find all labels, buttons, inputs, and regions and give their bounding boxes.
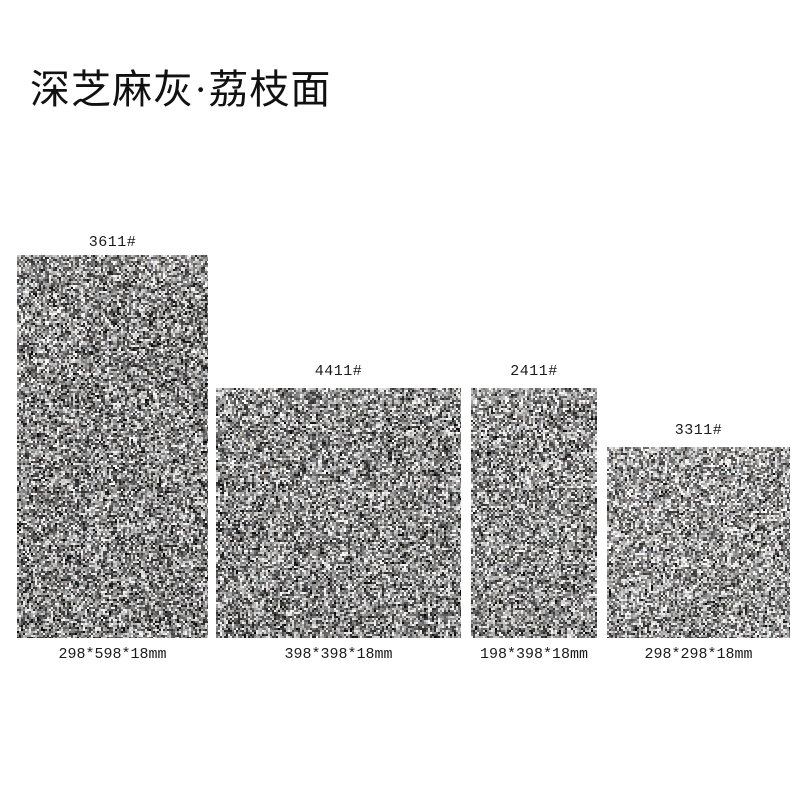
tile-sample[interactable]: 2411# 198*398*18mm xyxy=(471,363,597,666)
page-title: 深芝麻灰·荔枝面 xyxy=(30,67,332,112)
tile-texture-swatch[interactable] xyxy=(17,255,208,638)
tile-sample[interactable]: 3611# 298*598*18mm xyxy=(17,234,208,666)
tile-sample[interactable]: 4411# 398*398*18mm xyxy=(216,363,461,666)
tile-code-label: 2411# xyxy=(510,363,558,380)
tile-code-label: 4411# xyxy=(314,363,363,380)
tile-sample[interactable]: 3311# 298*298*18mm xyxy=(607,422,790,666)
tile-code-label: 3611# xyxy=(88,234,137,251)
tile-texture-swatch[interactable] xyxy=(607,447,790,638)
tile-size-label: 198*398*18mm xyxy=(479,646,589,663)
tile-size-label: 398*398*18mm xyxy=(284,646,393,663)
tile-code-label: 3311# xyxy=(674,422,723,439)
tile-texture-swatch[interactable] xyxy=(216,388,461,638)
tile-size-label: 298*298*18mm xyxy=(644,646,753,663)
tile-texture-swatch[interactable] xyxy=(471,388,597,638)
tile-size-label: 298*598*18mm xyxy=(58,646,167,663)
